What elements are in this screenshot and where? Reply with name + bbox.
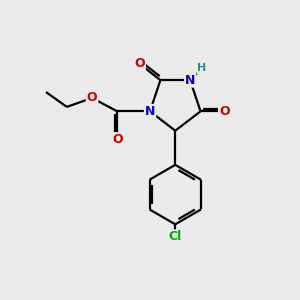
- Text: N: N: [145, 105, 155, 118]
- Text: H: H: [197, 63, 207, 73]
- Text: O: O: [219, 105, 230, 118]
- Text: O: O: [87, 92, 98, 104]
- Text: O: O: [112, 133, 123, 146]
- Text: Cl: Cl: [169, 230, 182, 243]
- Text: N: N: [185, 74, 195, 87]
- Text: O: O: [134, 57, 145, 70]
